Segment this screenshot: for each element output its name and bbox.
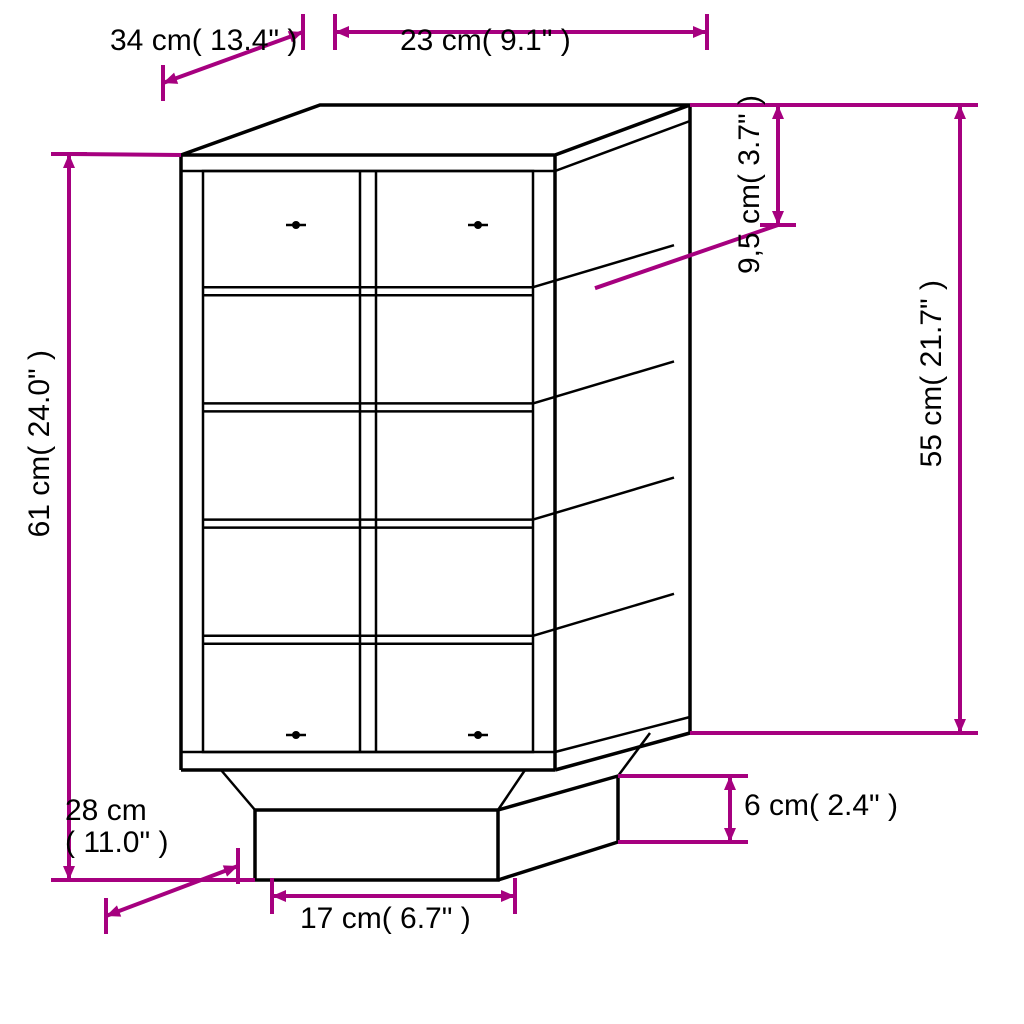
label-shelf-h: 9,5 cm( 3.7" )	[734, 95, 766, 274]
label-depth-top: 34 cm( 13.4" )	[110, 25, 297, 57]
drawing-svg	[0, 0, 1024, 1024]
label-base-depth: 28 cm( 11.0" )	[65, 795, 168, 858]
label-base-h: 6 cm( 2.4" )	[744, 790, 898, 822]
label-width-top: 23 cm( 9.1" )	[400, 25, 571, 57]
label-total-h: 61 cm( 24.0" )	[24, 350, 56, 537]
label-base-width: 17 cm( 6.7" )	[300, 903, 471, 935]
diagram-stage: { "type": "technical-dimension-drawing",…	[0, 0, 1024, 1024]
label-inner-h: 55 cm( 21.7" )	[916, 280, 948, 467]
